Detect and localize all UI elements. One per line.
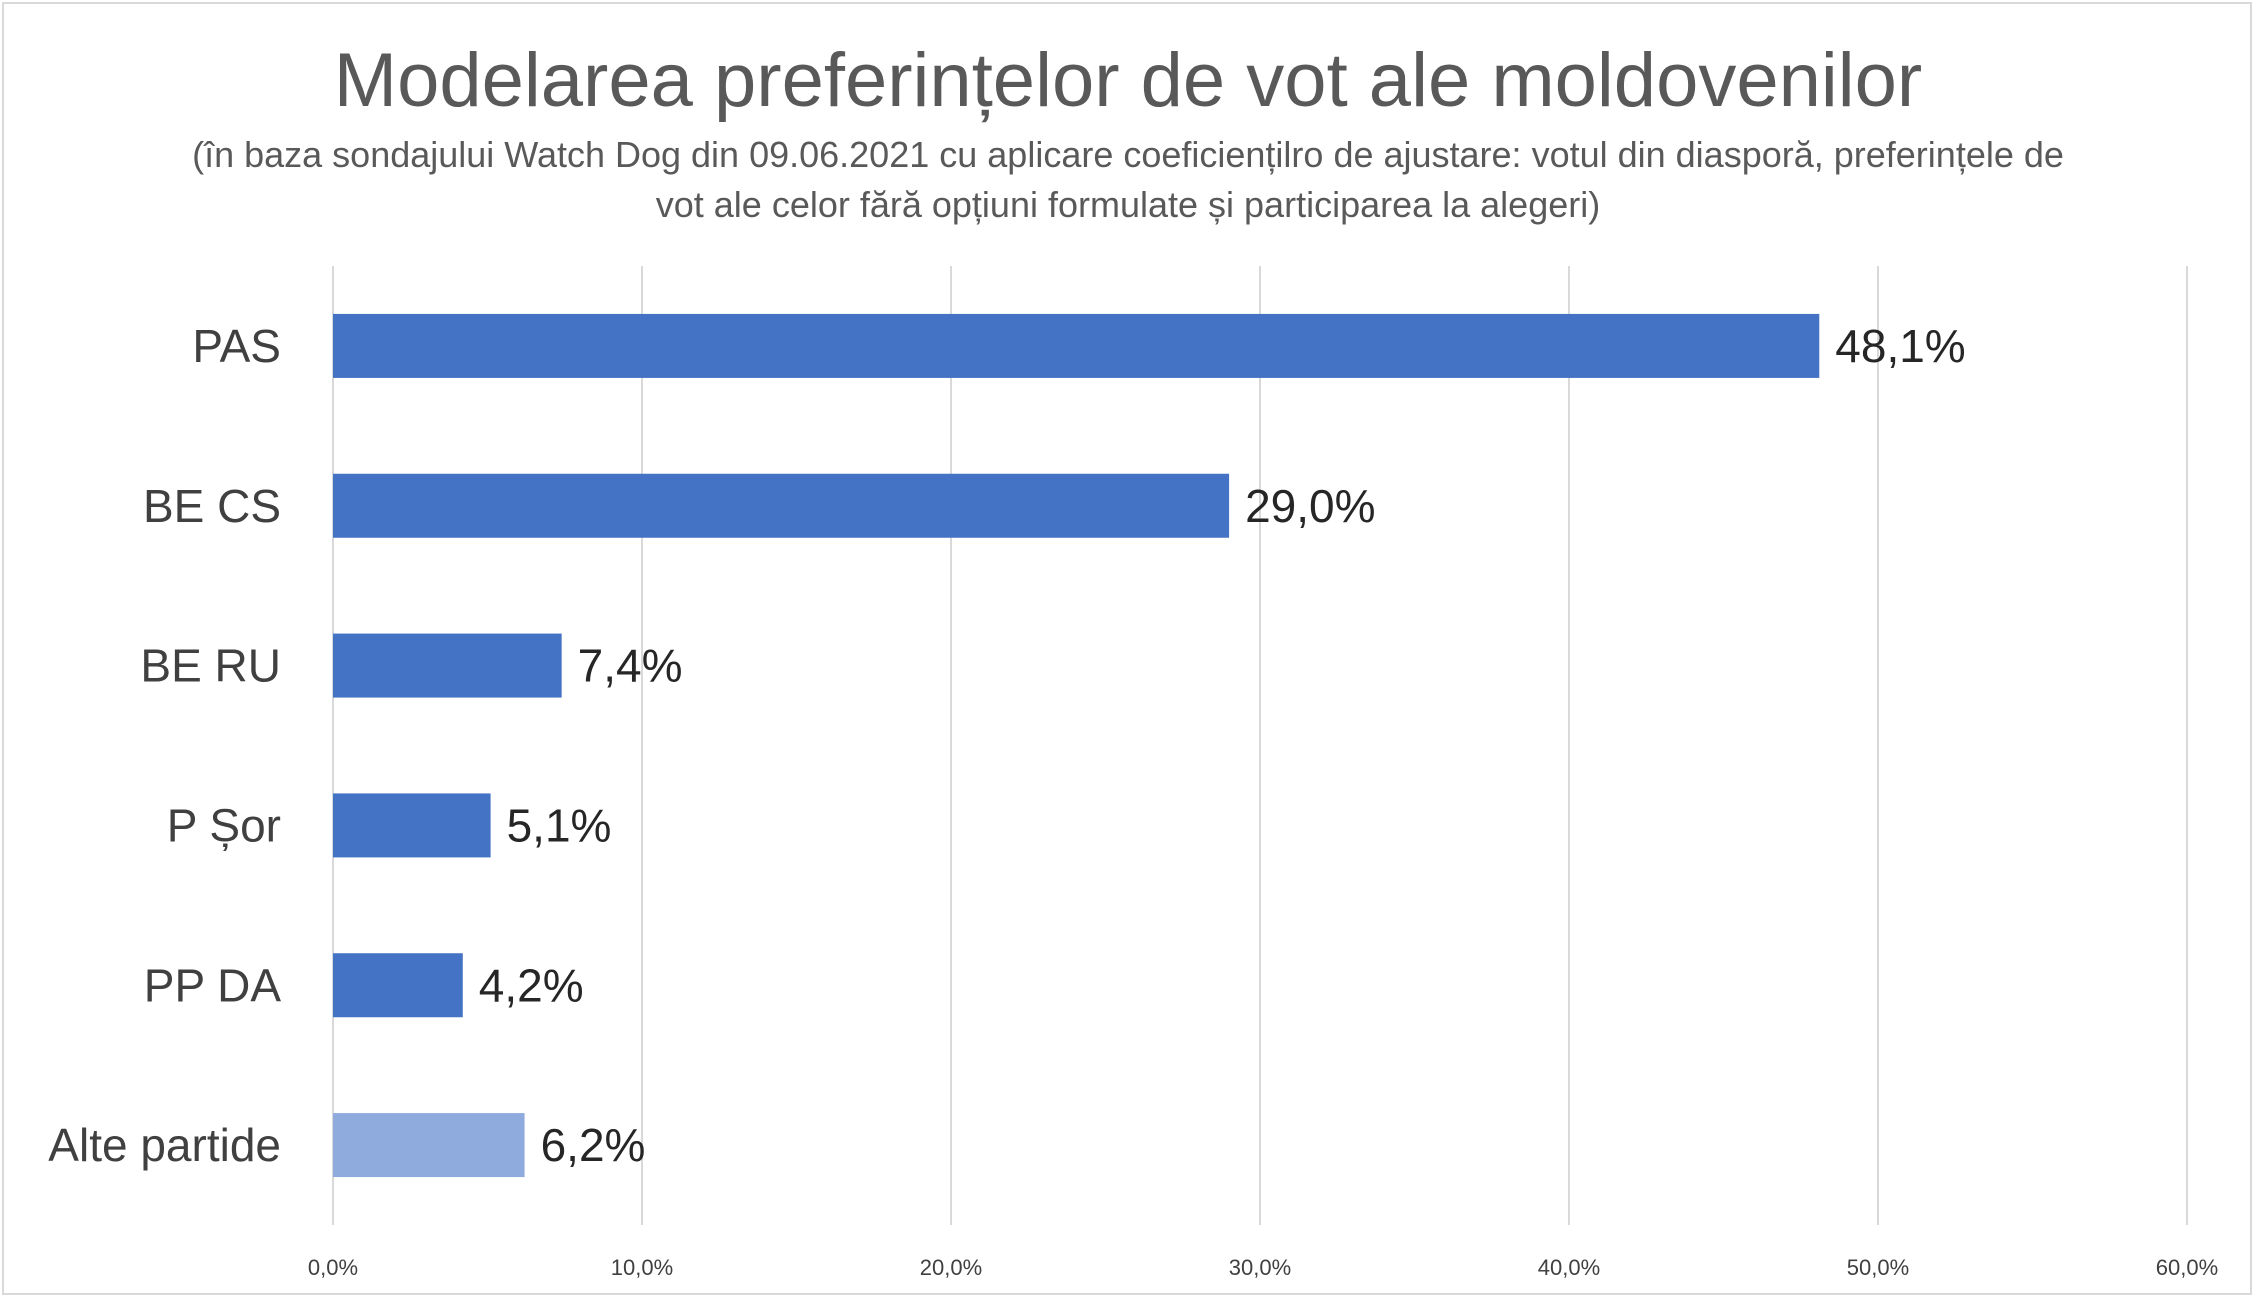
- x-tick-label: 50,0%: [1847, 1255, 1909, 1280]
- bar: [333, 1113, 525, 1178]
- data-label: 4,2%: [479, 959, 584, 1011]
- x-tick-label: 10,0%: [611, 1255, 673, 1280]
- bar: [333, 633, 562, 698]
- x-tick-label: 0,0%: [308, 1255, 358, 1280]
- gridlines: [332, 266, 2188, 1225]
- category-label: BE CS: [143, 480, 281, 532]
- bar: [333, 793, 491, 858]
- category-label: P Șor: [167, 799, 281, 851]
- data-label: 5,1%: [507, 799, 612, 851]
- category-label: Alte partide: [48, 1119, 281, 1171]
- bar: [333, 953, 463, 1018]
- x-tick-label: 60,0%: [2156, 1255, 2218, 1280]
- x-tick-label: 30,0%: [1229, 1255, 1291, 1280]
- data-label: 6,2%: [541, 1119, 646, 1171]
- x-tick-label: 20,0%: [920, 1255, 982, 1280]
- labels: 0,0% 10,0% 20,0% 30,0% 40,0% 50,0% 60,0% PAS 48,…: [48, 320, 2218, 1280]
- chart-subtitle: (în baza sondajului Watch Dog din 09.06.…: [192, 134, 2064, 225]
- category-label: PAS: [192, 320, 281, 372]
- data-label: 48,1%: [1835, 320, 1965, 372]
- x-tick-label: 40,0%: [1538, 1255, 1600, 1280]
- data-label: 29,0%: [1245, 480, 1375, 532]
- category-label: BE RU: [140, 640, 281, 692]
- chart-title: Modelarea preferințelor de vot ale moldo…: [333, 38, 1923, 123]
- bars: [333, 313, 1820, 1178]
- bar: [333, 313, 1820, 378]
- bar: [333, 473, 1230, 538]
- category-label: PP DA: [144, 959, 282, 1011]
- data-label: 7,4%: [578, 640, 683, 692]
